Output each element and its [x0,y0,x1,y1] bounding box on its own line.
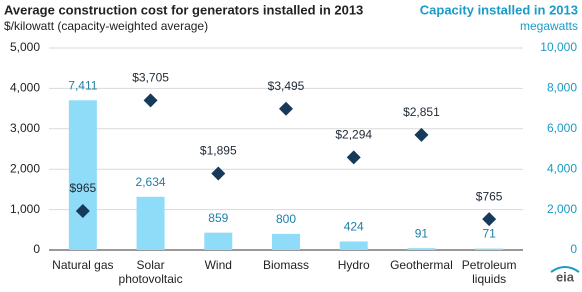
x-tick-label: Biomass [262,258,309,272]
cost-value-label: $2,851 [403,105,440,119]
cost-value-label: $965 [70,181,97,195]
bar [68,100,97,251]
cost-value-label: $3,705 [132,70,169,84]
x-tick-label: Wind [204,258,232,272]
bar [272,233,300,250]
diamond-marker [414,127,429,142]
y-tick-label: 0 [33,242,40,256]
y-tick-label: 5,000 [10,40,40,54]
bar-value-label: 7,411 [68,78,97,92]
cost-value-label: $765 [476,189,503,203]
diamond-marker [75,204,90,219]
bar-value-label: 2,634 [136,175,166,189]
bar-value-label: 424 [344,220,364,234]
x-tick-label: Solar photovoltaic [118,258,183,286]
x-tick-label: Geothermal [390,258,453,272]
y-tick-label: 1,000 [10,202,40,216]
chart-title: Average construction cost for generators… [4,2,363,17]
bar [204,232,233,250]
bar-value-label: 71 [482,227,496,241]
y2-axis-label: megawatts [520,19,578,33]
bar [407,248,436,250]
bar [339,241,368,250]
bar-value-label: 859 [208,211,228,225]
bar-value-label: 91 [415,226,429,240]
bar-value-label: 800 [276,212,296,226]
y2-tick-label: 4,000 [547,161,577,175]
y2-tick-label: 2,000 [547,202,577,216]
x-tick-label: Hydro [337,258,370,272]
logo: eia [556,269,575,284]
logo-arc [550,266,580,273]
diamond-marker [482,212,497,227]
x-tick-label: Petroleum liquids [461,258,517,286]
y-tick-label: 2,000 [10,161,40,175]
y2-tick-label: 6,000 [547,121,577,135]
cost-value-label: $1,895 [200,144,237,158]
y2-tick-label: 8,000 [547,81,577,95]
diamond-marker [279,101,293,116]
cost-value-label: $2,294 [335,127,372,141]
cost-value-label: $3,495 [268,79,305,93]
diamond-marker [143,93,158,108]
y2-tick-label: 0 [570,242,577,256]
y-tick-label: 3,000 [10,121,40,135]
diamond-marker [346,150,361,165]
y2-axis-title: Capacity installed in 2013 [420,2,578,17]
bar [475,248,504,250]
y2-tick-label: 10,000 [540,40,577,54]
y-tick-label: 4,000 [10,81,40,95]
diamond-marker [211,166,226,181]
y-axis-label: $/kilowatt (capacity-weighted average) [4,19,208,33]
x-tick-label: Natural gas [52,258,114,272]
bar [136,196,165,250]
